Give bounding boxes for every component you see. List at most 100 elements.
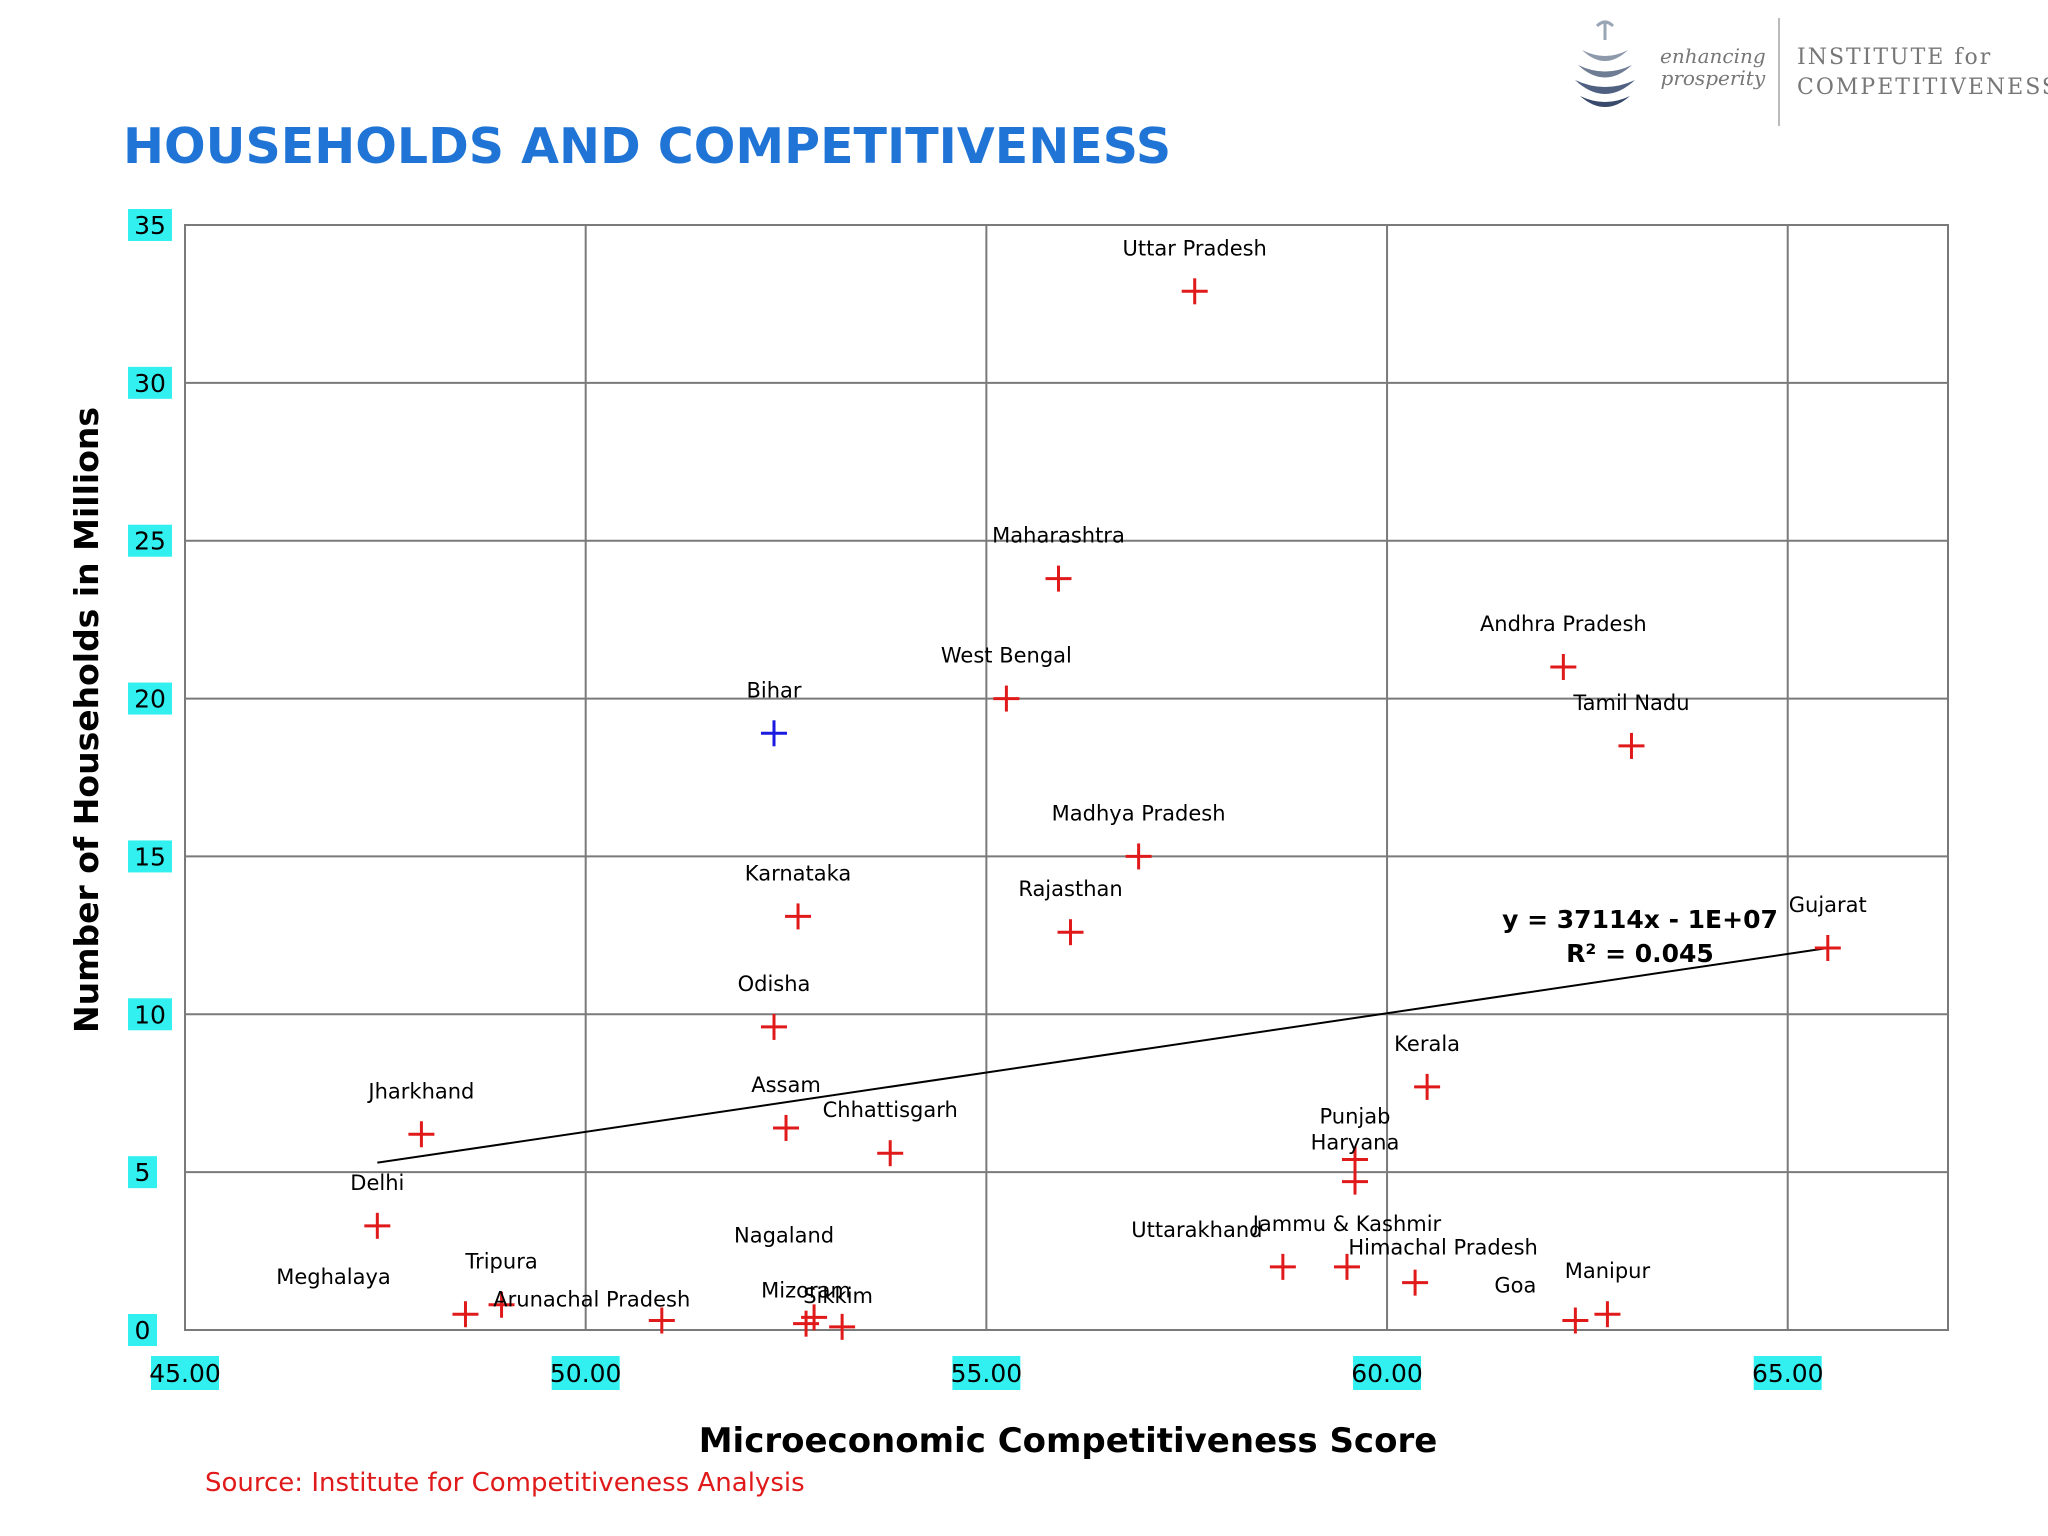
point-label: West Bengal xyxy=(941,644,1072,668)
point-label: Kerala xyxy=(1394,1032,1460,1056)
y-tick-label-bg xyxy=(128,1156,157,1189)
point-label: Meghalaya xyxy=(276,1265,391,1289)
point-himachal-pradesh xyxy=(1402,1269,1429,1296)
point-meghalaya xyxy=(452,1301,479,1328)
point-manipur xyxy=(1594,1301,1621,1328)
point-label: Goa xyxy=(1494,1274,1536,1298)
y-tick-label: 25 xyxy=(134,527,166,556)
point-label: Odisha xyxy=(738,972,811,996)
point-label: Bihar xyxy=(746,678,801,702)
point-label: Tamil Nadu xyxy=(1572,691,1689,715)
tick-labels: 0 5 10 15 20 25 30 35 45.00 50.00 55.00 60.00 65.00 xyxy=(128,209,1824,1390)
point-label: Arunachal Pradesh xyxy=(493,1288,690,1312)
x-tick-label: 60.00 xyxy=(1351,1359,1423,1388)
y-tick-label-bg xyxy=(128,1314,157,1346)
point-tripura xyxy=(488,1291,515,1318)
logo-name-2: COMPETITIVENESS xyxy=(1797,75,2048,100)
point-maharashtra xyxy=(1045,565,1072,592)
point-label: Rajasthan xyxy=(1018,877,1122,901)
trendline xyxy=(377,946,1828,1164)
point-mizoram xyxy=(793,1310,820,1337)
y-tick-label-bg xyxy=(128,998,172,1031)
y-tick-label-bg xyxy=(128,840,172,873)
logo-tagline-1: enhancing xyxy=(1660,44,1766,68)
point-label: Chhattisgarh xyxy=(823,1098,958,1122)
x-tick-label: 45.00 xyxy=(149,1359,221,1388)
logo-name-1: INSTITUTE for xyxy=(1797,45,1993,70)
y-tick-label: 10 xyxy=(134,1000,166,1029)
y-tick-label: 35 xyxy=(134,211,166,240)
point-label: Himachal Pradesh xyxy=(1348,1236,1537,1260)
point-madhya-pradesh xyxy=(1125,843,1152,870)
y-tick-label: 15 xyxy=(134,842,166,871)
logo: enhancing prosperity INSTITUTE for COMPE… xyxy=(1560,10,2048,130)
point-label: Karnataka xyxy=(745,861,851,885)
point-delhi xyxy=(364,1212,391,1239)
point-jammu-kashmir xyxy=(1333,1253,1360,1280)
x-tick-label-bg xyxy=(551,1356,620,1390)
trendline-line xyxy=(377,946,1828,1164)
point-chhattisgarh xyxy=(877,1140,904,1167)
point-label: Andhra Pradesh xyxy=(1480,612,1647,636)
point-label: Punjab xyxy=(1320,1105,1391,1129)
point-labels: Uttar Pradesh Maharashtra Andhra Pradesh We… xyxy=(276,236,1867,1311)
source-note: Source: Institute for Competitiveness An… xyxy=(205,1468,805,1498)
x-tick-label: 50.00 xyxy=(550,1359,622,1388)
grid xyxy=(184,224,1949,1331)
y-tick-label: 0 xyxy=(135,1316,151,1345)
logo-divider xyxy=(1778,18,1780,126)
point-label: Sikkim xyxy=(803,1284,873,1308)
logo-emblem-icon xyxy=(1575,20,1635,107)
point-label: Tripura xyxy=(464,1250,537,1274)
x-tick-label-bg xyxy=(151,1356,219,1390)
point-rajasthan xyxy=(1057,919,1084,946)
point-label: Jammu & Kashmir xyxy=(1251,1212,1442,1236)
point-jharkhand xyxy=(408,1121,435,1148)
point-andhra-pradesh xyxy=(1550,654,1577,680)
point-haryana xyxy=(1341,1168,1368,1195)
y-tick-label-bg xyxy=(128,682,172,715)
y-tick-label-bg xyxy=(128,209,172,241)
point-label: Assam xyxy=(751,1073,821,1097)
plot-frame xyxy=(184,224,1949,1331)
y-tick-label: 5 xyxy=(135,1158,151,1187)
x-axis-title: Microeconomic Competitiveness Score xyxy=(699,1421,1438,1461)
point-gujarat xyxy=(1814,934,1841,961)
point-label: Maharashtra xyxy=(992,524,1125,548)
y-tick-label: 30 xyxy=(134,369,166,398)
point-bihar xyxy=(761,720,788,747)
point-label: Delhi xyxy=(350,1171,404,1195)
point-odisha xyxy=(761,1013,788,1040)
logo-tagline-2: prosperity xyxy=(1660,66,1766,90)
point-uttarakhand xyxy=(1269,1253,1296,1280)
point-label: Madhya Pradesh xyxy=(1052,801,1226,825)
point-punjab xyxy=(1341,1146,1368,1173)
y-tick-label-bg xyxy=(128,524,172,557)
data-points xyxy=(364,278,1841,1340)
point-uttar-pradesh xyxy=(1181,278,1208,305)
point-karnataka xyxy=(785,903,812,930)
x-tick-label: 65.00 xyxy=(1752,1359,1824,1388)
x-tick-label: 55.00 xyxy=(951,1359,1023,1388)
y-tick-label: 20 xyxy=(134,685,166,714)
point-label: Uttar Pradesh xyxy=(1123,236,1267,260)
y-axis-title: Number of Households in Millions xyxy=(67,407,106,1033)
point-label: Nagaland xyxy=(734,1223,834,1247)
point-label: Mizoram xyxy=(761,1279,851,1303)
trendline-equation: y = 37114x - 1E+07 xyxy=(1502,905,1778,934)
point-goa xyxy=(1562,1307,1589,1334)
point-west-bengal xyxy=(993,685,1020,712)
point-label: Jharkhand xyxy=(366,1079,474,1103)
point-kerala xyxy=(1414,1073,1441,1100)
point-label: Uttarakhand xyxy=(1131,1218,1262,1242)
x-tick-label-bg xyxy=(1753,1356,1822,1390)
point-label: Haryana xyxy=(1311,1131,1400,1155)
page-title: HOUSEHOLDS AND COMPETITIVENESS xyxy=(123,118,1172,175)
point-label: Manipur xyxy=(1565,1259,1651,1283)
point-assam xyxy=(773,1114,800,1141)
y-tick-label-bg xyxy=(128,366,172,399)
x-tick-label-bg xyxy=(1353,1356,1422,1390)
x-tick-label-bg xyxy=(952,1356,1021,1390)
point-sikkim xyxy=(829,1313,856,1340)
